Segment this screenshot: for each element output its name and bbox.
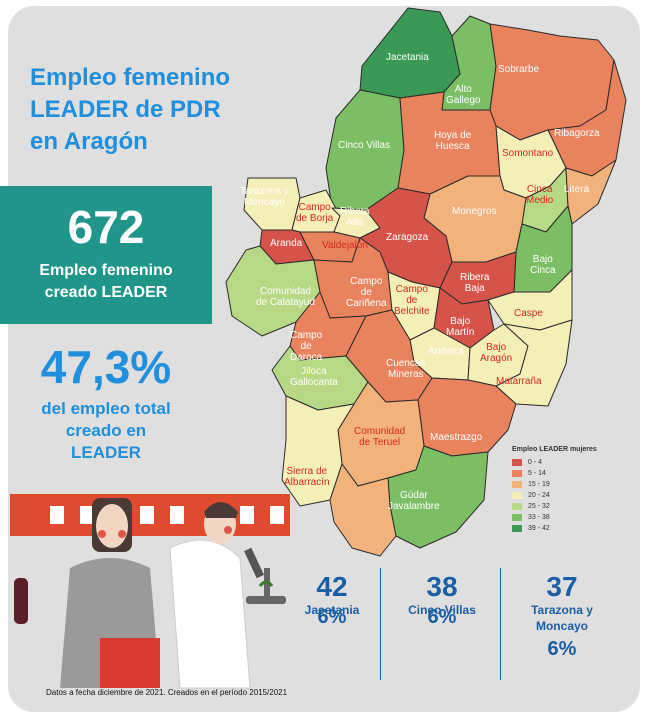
legend-item: 33 - 38 (512, 512, 597, 523)
region-label-andorra: Andorra (428, 346, 464, 357)
stat-tarazona: 37 Tarazona y Moncayo 6% (512, 572, 612, 662)
share-label: del empleo total creado en LEADER (41, 399, 171, 462)
region-label-tarazona: Tarazona y Moncayo (240, 186, 289, 208)
legend-swatch (512, 492, 522, 499)
region-label-jiloca: Jiloca Gallocanta (290, 366, 338, 388)
footer-note: Datos a fecha diciembre de 2021. Creados… (46, 688, 288, 697)
region-label-maestrazgo: Maestrazgo (430, 432, 483, 443)
box-shape (100, 638, 160, 688)
legend-item: 5 - 14 (512, 468, 597, 479)
stat-name: Jacetania (304, 603, 360, 617)
region-label-bajo-cinca: Bajo Cinca (530, 254, 556, 276)
legend-swatch (512, 525, 522, 532)
legend-item: 25 - 32 (512, 501, 597, 512)
stat-name: Cinco Villas (408, 603, 476, 617)
legend-swatch (512, 514, 522, 521)
map-legend: Empleo LEADER mujeres 0 - 4 5 - 14 15 - … (512, 446, 597, 534)
region-teruel-south (329, 463, 397, 557)
headline-label: Empleo femenino creado LEADER (39, 262, 173, 301)
coat-right-shape (169, 539, 251, 689)
legend-item: 15 - 19 (512, 479, 597, 490)
region-label-ribera-alta: Ribera Alta (340, 206, 370, 228)
region-label-campo-de-borja: Campo de Borja (296, 202, 334, 224)
region-label-teruel: Comunidad de Teruel (354, 426, 406, 448)
region-label-bajo-aragon: Bajo Aragón (480, 342, 513, 364)
stat-cinco-villas: 38 Cinco Villas 6% (392, 572, 492, 630)
stat-percent: 6% (547, 638, 577, 660)
legend-swatch (512, 459, 522, 466)
legend-item: 39 - 42 (512, 523, 597, 534)
region-label-alto-gallego: Alto Gallego (446, 84, 481, 106)
region-label-sobrarbe: Sobrarbe (498, 64, 540, 75)
headline-value: 672 (67, 201, 145, 253)
stat-jacetania: 42 Jacetania 6% (292, 572, 372, 630)
stat-value: 42 (316, 571, 348, 602)
legend-swatch (512, 470, 522, 477)
region-label-litera: Litera (564, 184, 590, 195)
region-label-carinena: Campo de Cariñena (346, 276, 387, 309)
headline-box: 672 Empleo femenino creado LEADER (0, 186, 212, 324)
bottle-shape (14, 578, 28, 624)
legend-swatch (512, 481, 522, 488)
region-label-calatayud: Comunidad de Calatayud (256, 286, 315, 308)
region-label-ribagorza: Ribagorza (554, 128, 600, 139)
region-label-somontano: Somontano (502, 148, 554, 159)
region-label-cinco-villas: Cinco Villas (338, 140, 391, 151)
region-label-matarrana: Matarraña (496, 376, 542, 387)
region-label-belchite: Campo de Belchite (394, 284, 430, 317)
region-label-gudar: Gúdar Javalambre (388, 490, 440, 512)
page-title: Empleo femenino LEADER de PDR en Aragón (30, 64, 231, 155)
stat-value: 37 (546, 571, 578, 602)
stat-value: 38 (426, 571, 458, 602)
region-label-zaragoza: Zaragoza (386, 232, 429, 243)
region-matarrana (495, 319, 573, 407)
region-label-aranda: Aranda (270, 238, 303, 249)
region-label-ribera-baja: Ribera Baja (460, 272, 490, 294)
region-label-daroca: Campo de Daroca (290, 330, 323, 363)
scientists-illustration (10, 494, 290, 689)
legend-item: 0 - 4 (512, 457, 597, 468)
region-label-cinca-medio: Cinca Medio (526, 184, 554, 206)
region-label-valdejalon: Valdejalón (322, 240, 368, 251)
region-label-hoya-de-huesca: Hoya de Huesca (434, 130, 472, 152)
stat-percent: 6% (317, 606, 347, 628)
stat-name: Tarazona y (531, 603, 593, 617)
share-value: 47,3% (40, 341, 172, 393)
region-label-bajo-martin: Bajo Martín (446, 316, 475, 338)
microscope-shape (244, 547, 264, 579)
legend-title: Empleo LEADER mujeres (512, 446, 597, 453)
region-label-monegros: Monegros (452, 206, 497, 217)
stat-percent: 6% (427, 606, 457, 628)
region-label-jacetania: Jacetania (386, 52, 429, 63)
legend-item: 20 - 24 (512, 490, 597, 501)
legend-swatch (512, 503, 522, 510)
region-label-albarracin: Sierra de Albarracín (284, 466, 330, 488)
stat-divider (380, 568, 381, 680)
region-label-cuencas-mineras: Cuencas Mineras (386, 358, 426, 380)
face-left-shape (96, 504, 128, 548)
region-label-caspe: Caspe (514, 308, 543, 319)
stat-divider (500, 568, 501, 680)
